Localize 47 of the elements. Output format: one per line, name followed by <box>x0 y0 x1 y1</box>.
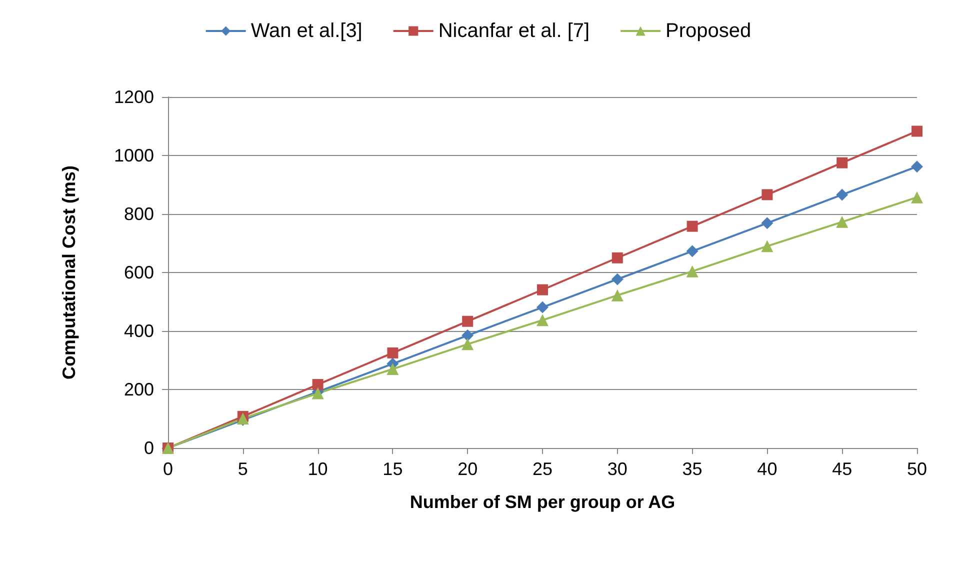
legend-label: Proposed <box>666 20 752 42</box>
point <box>911 191 923 204</box>
point <box>536 314 548 326</box>
point <box>836 157 848 168</box>
point <box>911 160 923 173</box>
point <box>686 265 698 278</box>
point <box>611 289 624 302</box>
x-tick-label: 30 <box>607 459 628 479</box>
point <box>611 273 624 286</box>
point <box>462 338 474 350</box>
point <box>462 316 474 327</box>
x-tick-label: 0 <box>162 459 174 479</box>
y-tick-label: 0 <box>144 438 154 458</box>
point <box>537 284 548 296</box>
point <box>686 245 698 258</box>
point <box>387 347 398 358</box>
x-tick-label: 15 <box>382 459 403 479</box>
x-tick-label: 5 <box>238 459 248 479</box>
y-axis-title: Computational Cost (ms) <box>59 166 79 380</box>
x-tick-label: 35 <box>682 459 702 479</box>
y-tick-label: 1200 <box>114 87 154 107</box>
point <box>536 301 548 314</box>
point <box>761 217 774 230</box>
x-tick-label: 45 <box>832 459 852 479</box>
point <box>686 220 698 232</box>
point <box>761 240 774 252</box>
point <box>386 363 399 376</box>
point <box>762 189 773 200</box>
point <box>836 216 848 228</box>
point <box>462 329 474 342</box>
y-tick-label: 400 <box>124 321 154 341</box>
x-tick-label: 20 <box>458 459 478 479</box>
point <box>612 252 623 264</box>
y-tick-label: 600 <box>124 262 154 282</box>
y-tick-label: 200 <box>124 380 154 400</box>
x-axis-title: Number of SM per group or AG <box>410 492 676 512</box>
y-tick-label: 800 <box>124 204 154 224</box>
y-tick-label: 1000 <box>114 146 154 166</box>
point <box>912 126 922 137</box>
x-tick-label: 40 <box>757 459 778 479</box>
legend-label: Nicanfar et al. [7] <box>438 20 590 42</box>
legend-label: Wan et al.[3] <box>250 20 362 42</box>
x-tick-label: 10 <box>308 459 328 479</box>
x-tick-label: 25 <box>532 459 553 479</box>
point <box>836 188 848 201</box>
x-tick-label: 50 <box>906 459 928 479</box>
point <box>312 379 324 390</box>
